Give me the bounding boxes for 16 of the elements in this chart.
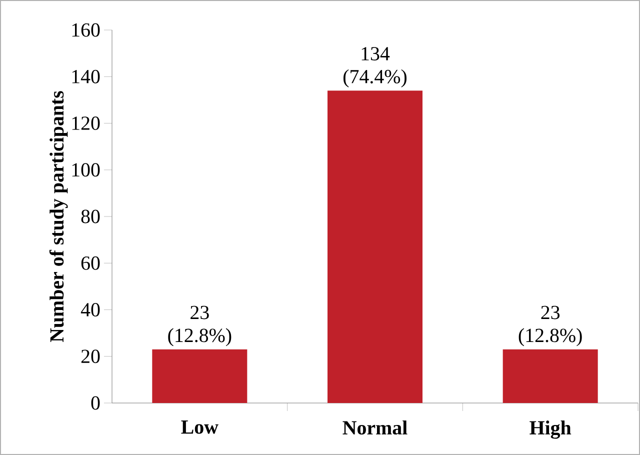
x-tick-label: Low [181, 420, 218, 434]
y-tick-label: 40 [80, 303, 100, 316]
x-tick-label: High [530, 420, 572, 439]
y-tick-label: 80 [81, 210, 100, 224]
data-label: 23 (12.8%) [518, 306, 582, 346]
y-tick-label: 100 [72, 163, 100, 177]
y-tick-label: 60 [81, 256, 100, 270]
y-tick-label: 140 [72, 70, 100, 84]
y-axis-title: Number of study participants [49, 91, 68, 342]
data-label: 134 (74.4%) [344, 47, 406, 88]
x-tick-label: Normal [342, 420, 408, 435]
y-tick-label: 160 [72, 23, 100, 37]
y-tick-label: 20 [81, 350, 100, 364]
y-tick-label: 120 [72, 116, 100, 130]
data-label: 23 (12.8%) [168, 306, 232, 346]
y-tick-label: 0 [91, 396, 100, 410]
